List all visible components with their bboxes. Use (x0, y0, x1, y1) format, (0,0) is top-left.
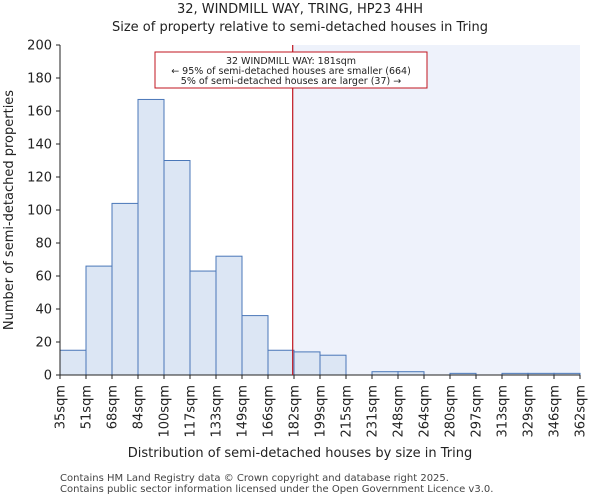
x-tick-label: 117sqm (184, 385, 199, 438)
x-tick-label: 231sqm (366, 385, 381, 438)
x-tick-label: 84sqm (132, 385, 147, 429)
chart-title: 32, WINDMILL WAY, TRING, HP23 4HH (177, 2, 423, 17)
annotation-line-1: 32 WINDMILL WAY: 181sqm (226, 56, 356, 67)
histogram-bar (189, 270, 217, 376)
x-tick-label: 215sqm (340, 385, 355, 438)
histogram-bar (241, 315, 269, 376)
histogram-bar (59, 349, 87, 376)
footer-line-1: Contains HM Land Registry data © Crown c… (60, 473, 449, 484)
x-tick-label: 100sqm (158, 385, 173, 438)
x-tick-label: 166sqm (262, 385, 277, 438)
y-tick-label: 200 (27, 39, 52, 54)
x-tick-label: 51sqm (80, 385, 95, 429)
x-tick-label: 362sqm (574, 385, 589, 438)
histogram-bar (267, 349, 295, 376)
x-tick-label: 346sqm (548, 385, 563, 438)
x-axis-label: Distribution of semi-detached houses by … (128, 446, 472, 461)
footer-line-2: Contains public sector information licen… (60, 484, 494, 495)
x-tick-label: 35sqm (54, 385, 69, 429)
y-tick-label: 100 (27, 204, 52, 219)
histogram-bar (163, 160, 191, 376)
x-tick-label: 68sqm (106, 385, 121, 429)
y-tick-label: 160 (27, 105, 52, 120)
histogram-bar (293, 351, 321, 376)
x-tick-label: 313sqm (496, 385, 511, 438)
x-tick-label: 248sqm (392, 385, 407, 438)
y-tick-label: 20 (35, 336, 52, 351)
larger-region-highlight (292, 45, 580, 375)
histogram-bar (215, 255, 243, 376)
histogram-bar (137, 98, 165, 376)
y-tick-label: 60 (35, 270, 52, 285)
histogram-bar (319, 354, 347, 376)
y-tick-label: 0 (44, 369, 52, 384)
chart-subtitle: Size of property relative to semi-detach… (112, 20, 488, 35)
y-tick-label: 40 (35, 303, 52, 318)
x-tick-label: 280sqm (444, 385, 459, 438)
y-tick-label: 140 (27, 138, 52, 153)
histogram-bar (111, 202, 139, 376)
annotation-line-3: 5% of semi-detached houses are larger (3… (181, 76, 401, 87)
x-tick-label: 182sqm (288, 385, 303, 438)
x-tick-label: 199sqm (314, 385, 329, 438)
x-tick-label: 264sqm (418, 385, 433, 438)
x-tick-label: 329sqm (522, 385, 537, 438)
y-tick-label: 180 (27, 72, 52, 87)
x-tick-label: 149sqm (236, 385, 251, 438)
y-tick-label: 80 (35, 237, 52, 252)
y-axis-label: Number of semi-detached properties (2, 90, 17, 330)
histogram-bar (85, 265, 113, 376)
annotation-box (154, 51, 428, 89)
annotation-line-2: ← 95% of semi-detached houses are smalle… (171, 66, 411, 77)
x-tick-label: 133sqm (210, 385, 225, 438)
y-tick-label: 120 (27, 171, 52, 186)
x-tick-label: 297sqm (470, 385, 485, 438)
